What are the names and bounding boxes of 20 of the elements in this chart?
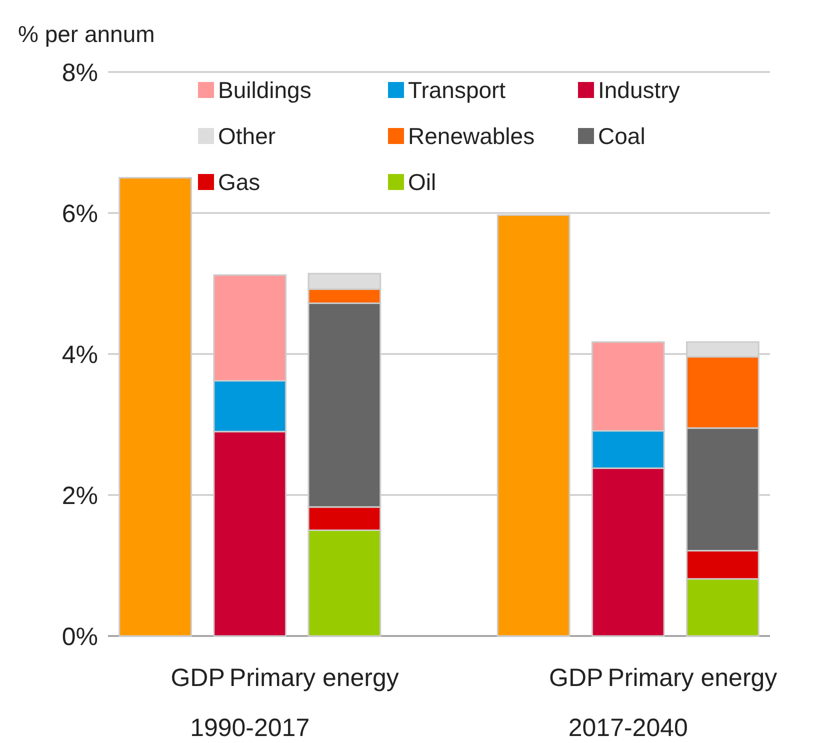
text: Primary energy bbox=[229, 664, 400, 692]
legend-label: Industry bbox=[598, 77, 680, 104]
y-tick-label: 6% bbox=[62, 200, 98, 228]
text: Primary energy bbox=[608, 664, 778, 692]
legend-label: Other bbox=[218, 123, 276, 150]
legend-label: Buildings bbox=[218, 77, 312, 104]
x-tick-label: GDP bbox=[170, 664, 225, 692]
legend-label: Oil bbox=[408, 169, 436, 196]
legend-label: Gas bbox=[218, 169, 260, 196]
text: 1990-2017 bbox=[190, 714, 310, 742]
y-axis-title: % per annum bbox=[18, 21, 155, 47]
legend-label: Transport bbox=[408, 77, 506, 104]
y-tick-label: 4% bbox=[62, 340, 98, 369]
x-tick-label: GDP bbox=[549, 664, 604, 692]
y-tick-label: 0% bbox=[62, 622, 98, 651]
legend-label: Renewables bbox=[408, 123, 535, 150]
legend-label: Coal bbox=[598, 123, 646, 150]
y-tick-label: 8% bbox=[62, 58, 98, 87]
y-tick-label: 2% bbox=[62, 482, 98, 510]
text: 2017-2040 bbox=[568, 714, 688, 742]
